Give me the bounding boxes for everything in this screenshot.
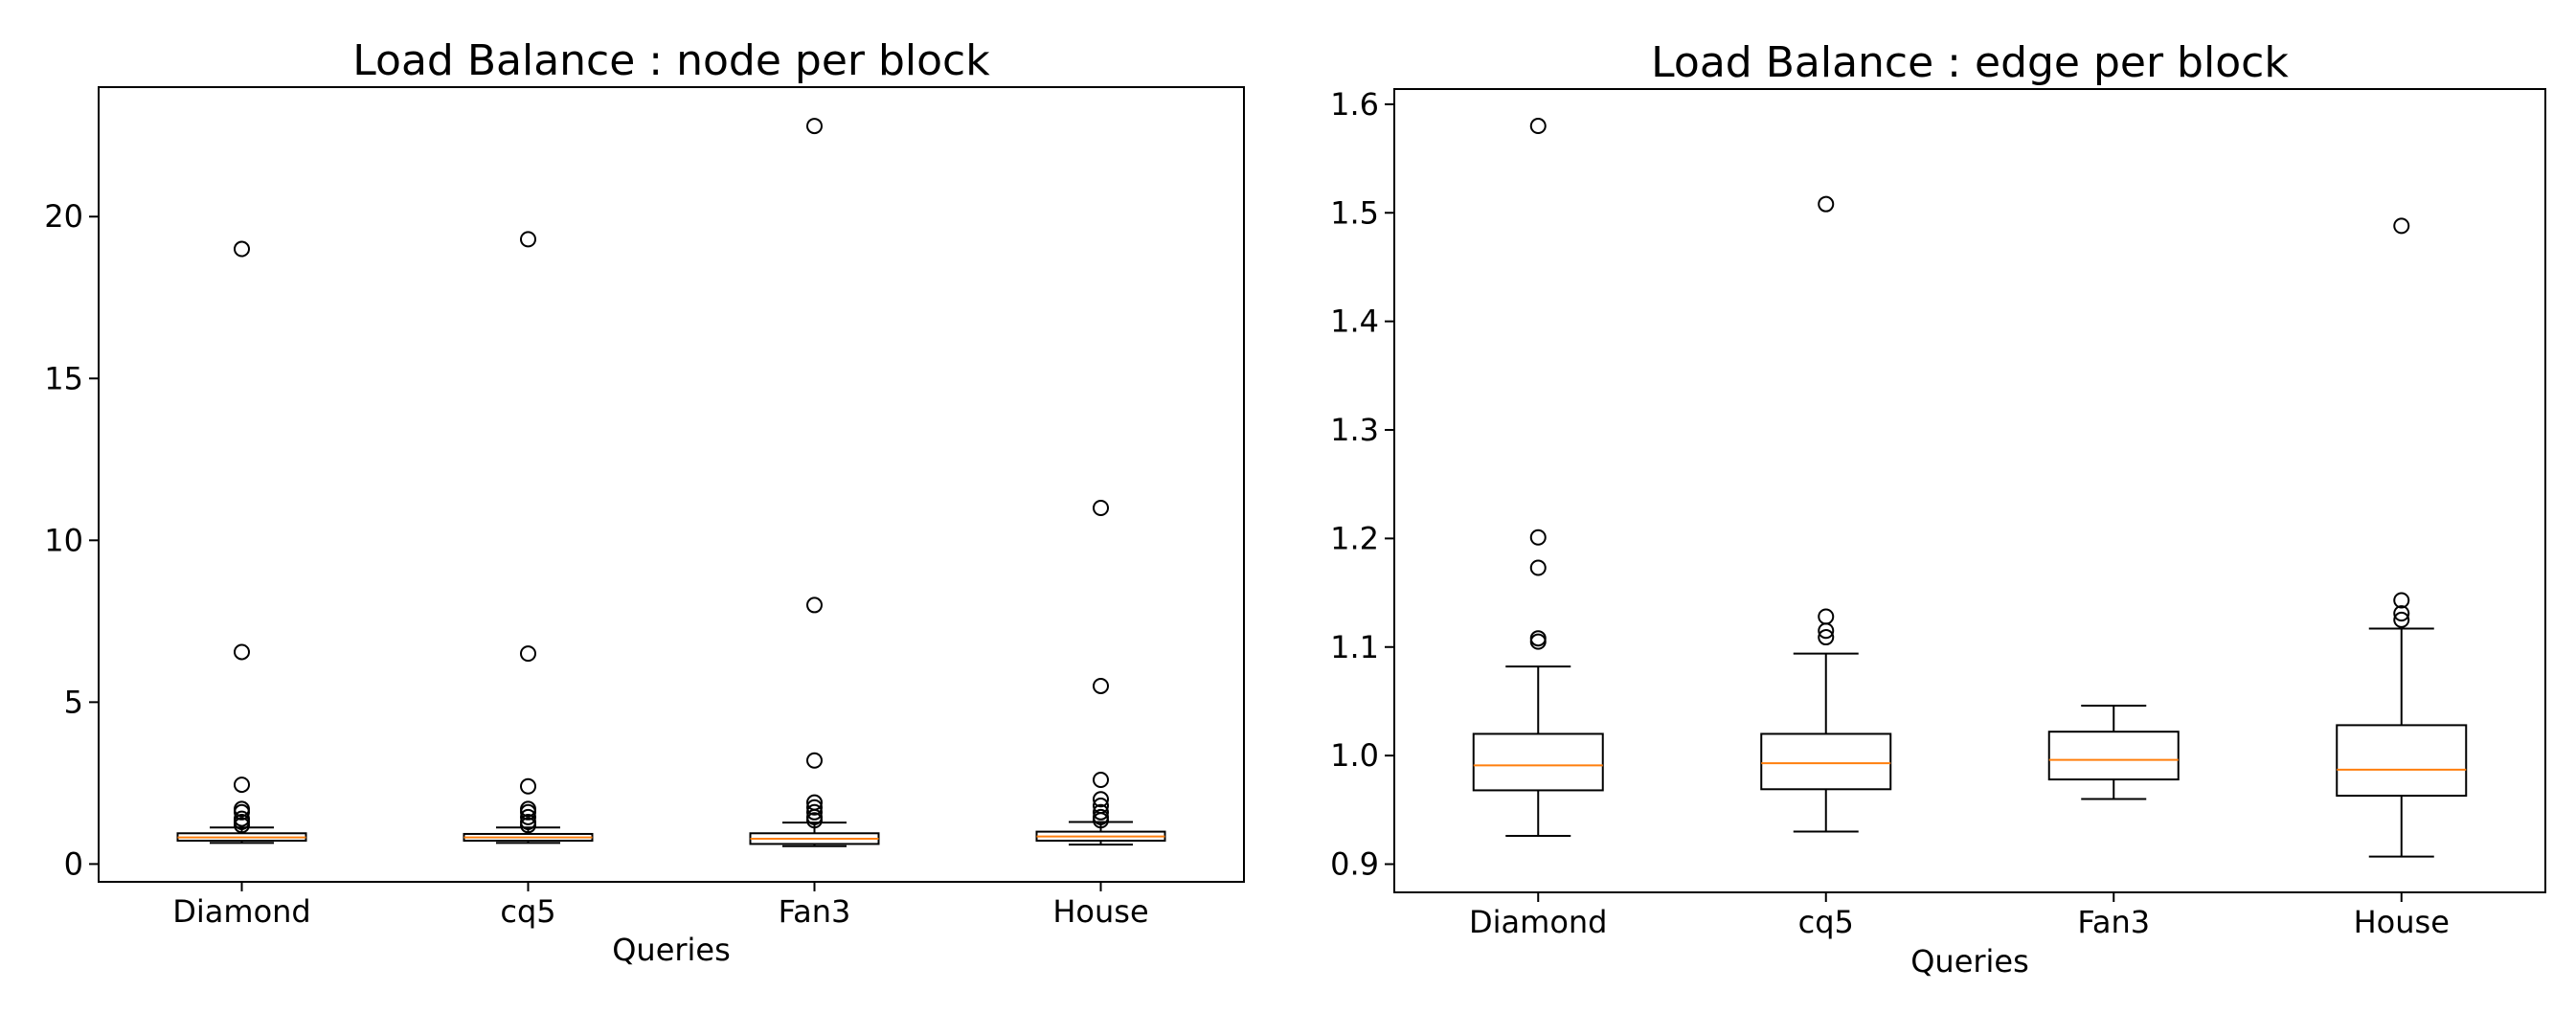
plot-area: 0.9 1.0 1.1 1.2 1.3 1.4 1.5 1.6 Diamond cq5 Fan3 Ho…	[1330, 86, 2468, 940]
outlier-point	[234, 777, 250, 794]
y-tick-label: 0.9	[1330, 846, 1379, 883]
y-tick-label: 15	[44, 360, 83, 396]
iqr-box	[2047, 731, 2180, 781]
x-tick-label: cq5	[500, 893, 555, 930]
outlier-point	[806, 803, 823, 821]
outlier-point	[806, 799, 823, 816]
plot-frame	[98, 86, 1245, 883]
outlier-point	[1529, 633, 1547, 650]
chart-title: Load Balance : edge per block	[1651, 38, 2289, 87]
node-per-block-chart: Load Balance : node per block Queries 0 5…	[44, 36, 1245, 968]
y-tick-label: 1.4	[1330, 304, 1379, 340]
outlier-point	[1529, 559, 1547, 576]
y-tick-label: 5	[64, 684, 83, 720]
y-tick-label: 1.1	[1330, 629, 1379, 665]
outlier-point	[1093, 803, 1109, 821]
outlier-point	[2393, 217, 2410, 235]
outlier-point	[520, 808, 536, 825]
outlier-point	[234, 810, 250, 827]
outlier-point	[1818, 629, 1835, 646]
x-tick-label: House	[1052, 893, 1148, 930]
y-tick-label: 1.2	[1330, 520, 1379, 556]
iqr-box	[2336, 724, 2468, 798]
x-axis-label: Queries	[612, 932, 731, 968]
outlier-point	[234, 800, 250, 818]
outlier-point	[2393, 611, 2410, 628]
outlier-point	[520, 231, 536, 248]
x-axis-label: Queries	[1910, 943, 2029, 979]
outlier-point	[1093, 791, 1109, 808]
y-tick-label: 0	[64, 845, 83, 882]
y-tick-label: 1.3	[1330, 412, 1379, 448]
outlier-point	[1529, 529, 1547, 546]
plot-frame	[1393, 88, 2546, 893]
outlier-point	[234, 643, 250, 661]
outlier-point	[2393, 592, 2410, 609]
x-tick-label: Diamond	[172, 893, 310, 930]
outlier-point	[520, 645, 536, 663]
outlier-point	[1093, 772, 1109, 789]
iqr-box	[1760, 732, 1892, 791]
outlier-point	[1529, 118, 1547, 135]
outlier-point	[1093, 798, 1109, 815]
outlier-point	[806, 752, 823, 769]
y-tick-label: 20	[44, 198, 83, 235]
outlier-point	[806, 118, 823, 135]
outlier-point	[1529, 630, 1547, 647]
edge-per-block-chart: Load Balance : edge per block Queries 0.…	[1330, 38, 2546, 979]
outlier-point	[2393, 605, 2410, 622]
outlier-point	[520, 813, 536, 830]
y-tick-label: 10	[44, 522, 83, 558]
x-tick-label: Fan3	[2077, 904, 2150, 940]
plot-area: 0 5 10 15 20 Diamond cq5 Fan3 House	[44, 118, 1166, 930]
y-tick-label: 1.5	[1330, 194, 1379, 231]
x-tick-label: Diamond	[1469, 904, 1607, 940]
outlier-point	[520, 800, 536, 818]
iqr-box	[1472, 732, 1604, 792]
outlier-point	[1818, 608, 1835, 625]
outlier-point	[1093, 500, 1109, 517]
y-tick-label: 1.0	[1330, 737, 1379, 774]
outlier-point	[234, 240, 250, 258]
outlier-point	[520, 777, 536, 795]
x-tick-label: cq5	[1798, 904, 1854, 940]
chart-title: Load Balance : node per block	[352, 36, 990, 85]
x-tick-label: Fan3	[779, 893, 851, 930]
y-tick-label: 1.6	[1330, 86, 1379, 123]
outlier-point	[1093, 677, 1109, 694]
outlier-point	[1093, 808, 1109, 825]
outlier-point	[806, 794, 823, 811]
outlier-point	[806, 597, 823, 614]
x-tick-label: House	[2354, 904, 2450, 940]
outlier-point	[1818, 195, 1835, 213]
